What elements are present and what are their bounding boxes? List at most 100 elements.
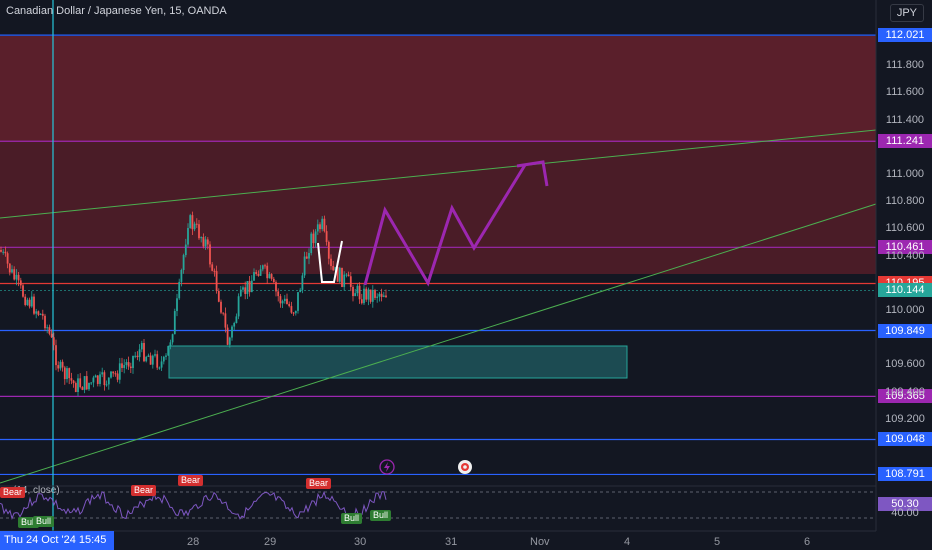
candle-body [365, 288, 368, 300]
candle-body [145, 356, 148, 362]
candle-body [354, 293, 357, 297]
candle-body [327, 241, 330, 259]
candle-body [268, 274, 271, 279]
candle-body [110, 371, 112, 378]
candle-body [66, 368, 68, 380]
candle-body [156, 354, 159, 368]
candle-body [39, 313, 42, 315]
candle-body [209, 244, 211, 265]
candle-body [319, 224, 321, 230]
lightning-icon[interactable] [379, 459, 395, 475]
u-shape-drawing [317, 240, 343, 283]
candle-body [19, 280, 22, 286]
candle-body [134, 355, 137, 357]
candle-body [213, 270, 216, 272]
candle-body [136, 355, 139, 358]
candle-body [72, 380, 75, 384]
candle-body [272, 278, 275, 283]
currency-button[interactable]: JPY [889, 4, 924, 22]
candle-body [352, 286, 354, 297]
candle-body [0, 250, 2, 252]
candles [0, 211, 387, 397]
price-tick: 110.600 [885, 222, 925, 235]
candle-body [349, 276, 352, 287]
candle-body [195, 223, 198, 225]
time-label: 6 [804, 536, 811, 548]
candle-body [250, 280, 253, 293]
candle-body [200, 237, 203, 239]
candle-body [99, 374, 101, 384]
candle-body [206, 239, 209, 245]
candle-body [261, 265, 264, 270]
candle-body [217, 290, 220, 302]
bull-badge: Bull [33, 516, 55, 527]
candle-body [224, 313, 227, 328]
bear-badge: Bear [306, 478, 332, 489]
time-label: 31 [445, 536, 458, 548]
bull-badge: Bull [18, 517, 40, 528]
candle-body [132, 355, 134, 369]
candle-body [358, 285, 361, 300]
candle-body [316, 224, 319, 232]
price-tick: 111.800 [885, 59, 925, 72]
candle-body [312, 233, 315, 244]
price-tick: 110.400 [885, 249, 925, 262]
candle-body [363, 288, 365, 304]
candle-body [96, 375, 99, 384]
candle-body [270, 274, 273, 279]
price-tick: 111.400 [885, 113, 925, 126]
bear-badge: Bear [178, 475, 204, 486]
candle-body [301, 275, 304, 290]
candle-body [81, 387, 84, 390]
candle-body [77, 378, 79, 393]
candle-body [198, 224, 200, 239]
price-level-label: 111.241 [878, 134, 932, 149]
candle-body [222, 312, 225, 314]
candle-body [171, 334, 174, 343]
candle-body [211, 264, 214, 271]
candle-body [114, 373, 117, 375]
price-tick: 111.000 [885, 168, 925, 180]
candle-body [294, 310, 297, 314]
candle-body [160, 361, 163, 368]
candle-body [26, 299, 29, 305]
price-axis[interactable] [876, 0, 932, 550]
candle-body [15, 274, 18, 280]
candle-body [193, 223, 196, 230]
candle-body [165, 355, 167, 357]
candle-body [68, 368, 71, 379]
candle-body [323, 218, 326, 232]
bull-badge: Bull [341, 513, 363, 524]
rsi-label: (14, close) [13, 485, 60, 496]
time-label: 4 [624, 536, 631, 548]
candle-body [255, 272, 258, 274]
candle-body [308, 253, 310, 259]
candle-body [380, 293, 383, 297]
candle-body [116, 373, 119, 380]
time-axis[interactable] [0, 531, 932, 550]
candle-body [178, 281, 181, 299]
candle-body [158, 367, 161, 369]
lower-trendline [0, 203, 877, 484]
candle-body [35, 311, 38, 314]
candle-body [330, 258, 332, 266]
candle-body [41, 313, 44, 316]
candle-body [371, 290, 374, 302]
candle-body [305, 256, 308, 259]
candle-body [169, 342, 172, 346]
candle-body [220, 301, 222, 313]
candle-body [290, 306, 293, 313]
price-tick: 109.600 [885, 358, 925, 371]
candle-body [167, 345, 170, 356]
candle-body [138, 349, 141, 358]
candle-body [345, 274, 348, 276]
candle-body [129, 366, 132, 369]
candle-body [286, 298, 288, 304]
time-label: 5 [714, 536, 721, 548]
candle-body [180, 270, 183, 282]
candle-body [79, 378, 82, 388]
price-level-label: 109.849 [878, 323, 932, 338]
candle-body [374, 290, 376, 298]
record-icon[interactable] [458, 460, 472, 474]
